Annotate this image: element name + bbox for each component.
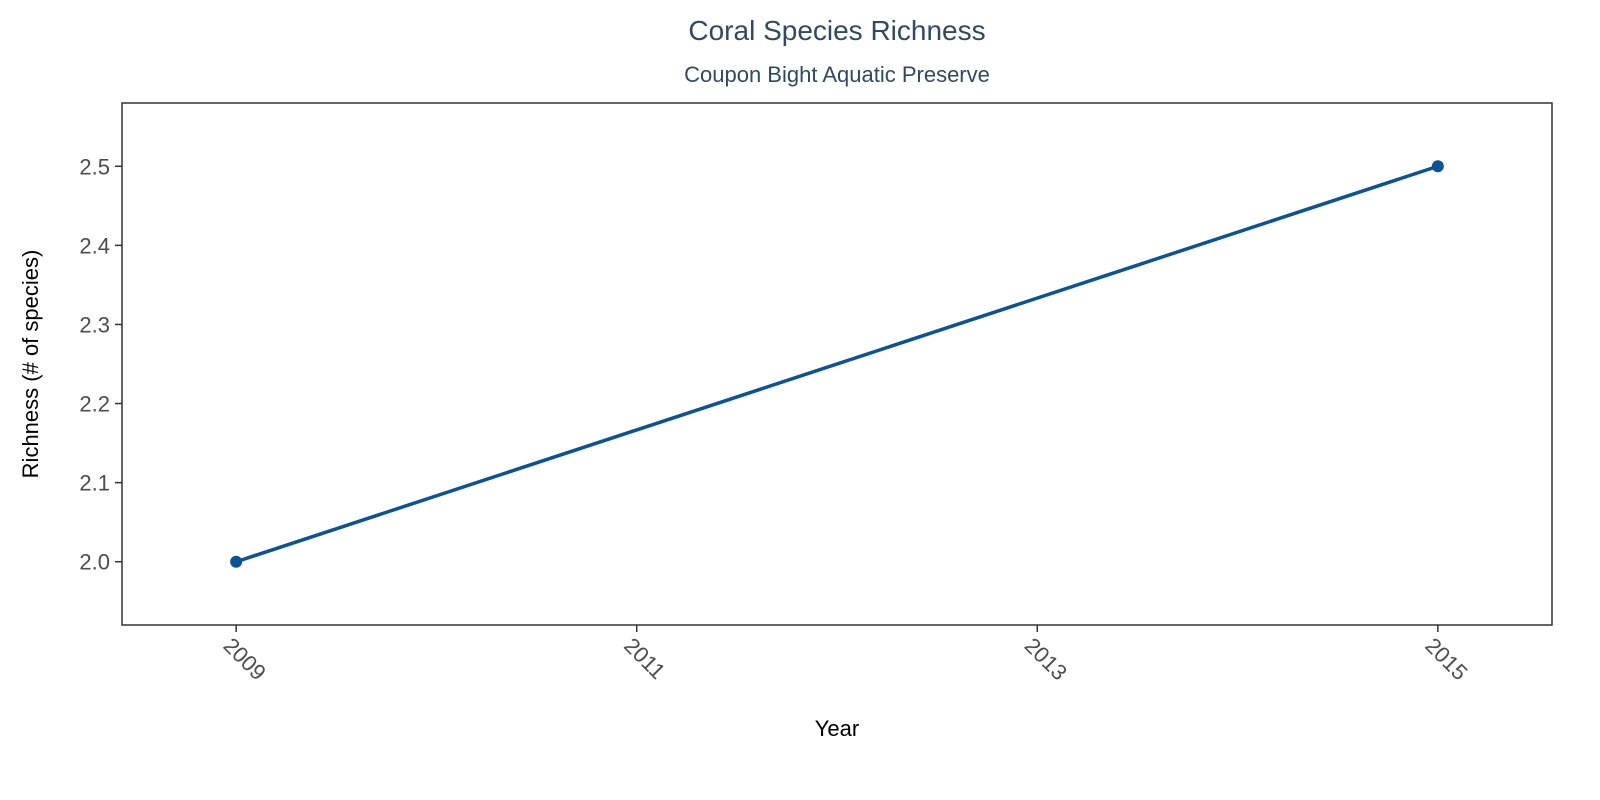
y-tick-label: 2.0	[79, 550, 110, 575]
x-tick-label: 2011	[619, 633, 670, 684]
data-point	[230, 555, 243, 568]
series-layer	[230, 160, 1444, 568]
chart-title: Coral Species Richness	[688, 15, 985, 46]
y-tick-label: 2.4	[79, 233, 110, 258]
y-tick-label: 2.5	[79, 154, 110, 179]
y-axis-title: Richness (# of species)	[18, 250, 43, 479]
x-axis-title: Year	[815, 716, 859, 741]
y-axis: 2.0 2.1 2.2 2.3 2.4 2.5	[79, 154, 122, 575]
y-tick-label: 2.2	[79, 392, 110, 417]
data-point	[1431, 160, 1444, 173]
chart-subtitle: Coupon Bight Aquatic Preserve	[684, 62, 990, 87]
y-tick-label: 2.3	[79, 312, 110, 337]
x-tick-label: 2009	[219, 633, 271, 685]
x-tick-label: 2015	[1420, 633, 1472, 685]
series-line	[234, 164, 1440, 564]
y-tick-label: 2.1	[79, 471, 110, 496]
x-tick-label: 2013	[1020, 633, 1072, 685]
x-axis: 2009 2011 2013 2015	[219, 625, 1473, 685]
